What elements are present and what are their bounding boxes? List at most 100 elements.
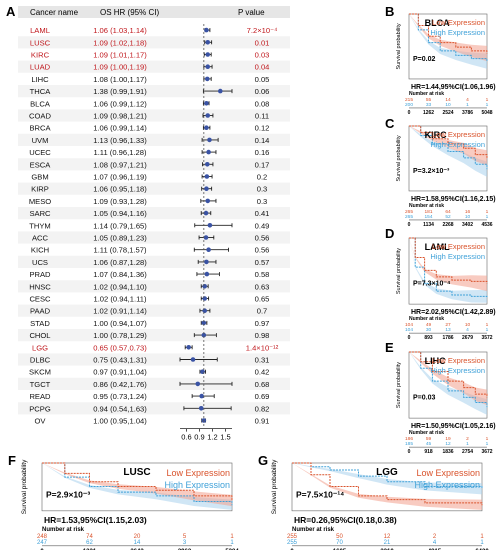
km-p-value: P=7.3×10⁻⁴ [413,281,451,288]
forest-point [204,174,210,179]
forest-hr-label: 0.86 (0.42,1.76) [93,380,147,389]
forest-p-label: 0.68 [255,380,270,389]
km-x-tick-label: 3210 [380,549,394,550]
forest-hr-label: 1.08 (0.97,1.21) [93,160,147,169]
forest-hr-label: 1.09 (0.93,1.28) [93,197,147,206]
forest-p-label: 0.16 [255,148,270,157]
forest-row-band [18,60,290,73]
km-p-value: P=0.03 [413,395,435,402]
km-risk-low: 1 [486,436,489,442]
panel-letter-E: E [385,340,394,355]
km-hr-value: HR=1.50,95%CI(1.05,2.16) [411,423,496,430]
forest-row-band [18,231,290,244]
km-risk-low: 255 [287,534,298,540]
forest-cancer-label: ACC [32,234,49,243]
forest-cancer-label: UVM [32,136,49,145]
forest-cancer-label: LUSC [30,38,51,47]
km-hr-value: HR=1.44,95%CI(1.06,1.96) [411,84,496,91]
km-risk-high: 12 [445,441,451,447]
km-x-tick-label: 0 [408,110,411,116]
forest-hr-label: 0.65 (0.57,0.73) [93,343,147,352]
forest-cancer-label: LGG [32,343,48,352]
km-legend-high: High Expression [414,480,480,490]
forest-row-band [18,85,290,98]
km-x-tick-label: 0 [408,449,411,455]
forest-cancer-label: SKCM [29,368,51,377]
km-p-value: P=3.2×10⁻³ [413,168,450,175]
forest-p-label: 0.17 [255,160,270,169]
forest-hr-label: 1.11 (0.96,1.28) [93,148,147,157]
km-risk-low: 49 [426,322,432,328]
km-x-tick-label: 1262 [423,110,434,116]
km-title: LAML [425,242,450,252]
forest-row-band [18,280,290,293]
km-x-tick-label: 0 [408,335,411,341]
km-y-label: Survival probability [21,459,28,514]
km-y-label: Survival probability [396,248,402,294]
km-risk-label: Number at risk [42,527,85,533]
km-risk-high: 45 [426,441,432,447]
forest-point [204,101,209,106]
forest-p-label: 0.03 [255,51,270,60]
km-risk-low: 12 [384,534,391,540]
km-x-tick-label: 4536 [481,222,492,228]
km-p-value: P=7.5×10⁻¹⁴ [296,489,344,499]
km-risk-high: 30 [426,327,432,333]
forest-hr-label: 1.00 (0.95,1.04) [93,417,147,426]
km-low-curve [42,462,233,501]
km-risk-low: 1 [486,322,489,328]
km-risk-high: 62 [86,540,93,546]
km-x-tick-label: 1786 [442,335,453,341]
forest-point [205,113,211,118]
forest-point [205,198,211,204]
forest-cancer-label: PAAD [30,307,51,316]
km-plot-frame [41,462,233,512]
forest-p-label: 0.08 [255,99,270,108]
forest-row-band [18,255,290,268]
forest-hr-label: 1.07 (0.96,1.19) [93,173,147,182]
forest-point [204,125,209,130]
km-risk-low: 10 [465,322,471,328]
forest-hr-label: 1.00 (0.78,1.29) [93,331,147,340]
km-risk-low: 248 [37,534,48,540]
forest-point [201,332,207,338]
forest-row-band [18,133,290,146]
km-risk-high: 1 [230,540,234,546]
km-risk-high: 1 [486,327,489,333]
km-title: LIHC [425,356,446,366]
forest-hr-label: 1.05 (0.94,1.16) [93,209,147,218]
forest-cancer-label: KIRC [31,51,50,60]
forest-p-label: 0.41 [255,209,270,218]
km-low-ci-band [409,238,487,292]
km-legend-high: High Expression [430,140,485,149]
km-y-label: Survival probability [396,23,402,69]
forest-hr-label: 1.02 (0.94,1.10) [93,282,147,291]
forest-p-label: 0.7 [257,307,268,316]
forest-cancer-label: BLCA [30,99,51,108]
km-high-curve [409,351,488,408]
forest-point [205,64,211,69]
km-risk-low: 1 [486,209,489,215]
km-x-tick-label: 3786 [462,110,473,116]
forest-point [204,27,209,33]
km-risk-high: 4 [466,327,469,333]
forest-cancer-label: LIHC [31,75,49,84]
km-title: KIRC [425,130,447,140]
forest-point [204,259,209,265]
km-x-tick-label: 5284 [225,549,239,550]
km-legend-low: Low Expression [432,242,485,251]
km-legend-high: High Expression [430,28,485,37]
forest-hr-label: 1.14 (0.79,1.65) [93,221,147,230]
forest-hr-label: 1.06 (0.95,1.18) [93,185,147,194]
forest-point [205,52,211,57]
km-title: LUSC [123,467,150,478]
forest-p-label: 0.42 [255,368,270,377]
km-hr-value: HR=1.58,95%CI(1.16,2.15) [411,196,496,203]
panel-letter-A: A [6,4,16,19]
km-risk-high: 104 [405,327,413,333]
km-legend-low: Low Expression [432,130,485,139]
km-x-tick-label: 3572 [481,335,492,341]
km-x-tick-label: 5048 [481,110,492,116]
